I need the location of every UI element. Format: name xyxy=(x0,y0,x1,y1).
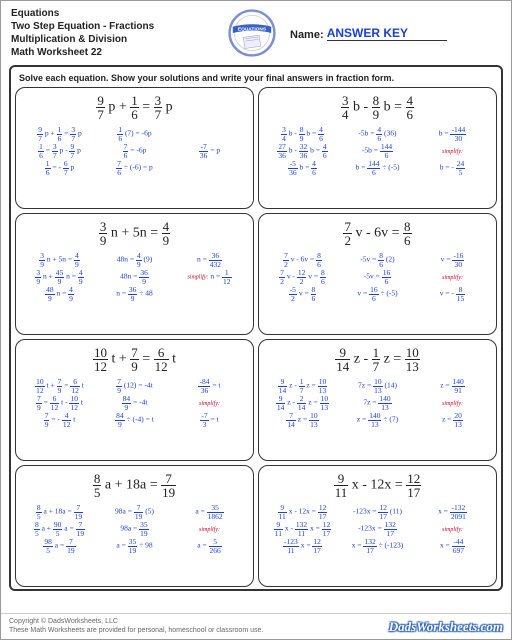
solution-work: 39 n + 5n = 4948n = 49 (9)n = 3643239 n … xyxy=(20,252,249,302)
name-field: Name: ANSWER KEY xyxy=(282,26,501,41)
problem-equation: 72 v - 6v = 86 xyxy=(263,218,492,252)
problem-equation: 914 z - 17 z = 1013 xyxy=(263,344,492,378)
header-titles: Equations Two Step Equation - Fractions … xyxy=(11,7,222,59)
worksheet-footer: Copyright © DadsWorksheets, LLC These Ma… xyxy=(1,613,511,639)
copyright-text: Copyright © DadsWorksheets, LLC These Ma… xyxy=(9,618,263,635)
problem-grid: 97 p + 16 = 37 p97 p + 16 = 37 p16 (7) =… xyxy=(15,87,497,587)
solution-work: 34 b - 89 b = 46-5b = 46 (36)b = -144302… xyxy=(263,126,492,176)
title-line4: Math Worksheet 22 xyxy=(11,46,222,59)
solution-work: 1012 t + 79 = 612 t79 (12) = -4t-8436 = … xyxy=(20,378,249,428)
problem-cell: 85 a + 18a = 71985 a + 18a = 71998a = 71… xyxy=(15,465,254,587)
problem-equation: 97 p + 16 = 37 p xyxy=(20,92,249,126)
problem-cell: 34 b - 89 b = 4634 b - 89 b = 46-5b = 46… xyxy=(258,87,497,209)
brand-text: DadsWorksheets.com xyxy=(389,619,503,635)
problem-cell: 97 p + 16 = 37 p97 p + 16 = 37 p16 (7) =… xyxy=(15,87,254,209)
problem-cell: 72 v - 6v = 8672 v - 6v = 86-5v = 86 (2)… xyxy=(258,213,497,335)
solution-work: 911 x - 12x = 1217-123x = 1217 (11)x = -… xyxy=(263,504,492,554)
solution-work: 914 z - 17 z = 10137z = 1013 (14)z = 140… xyxy=(263,378,492,428)
answer-key-text: ANSWER KEY xyxy=(327,26,408,40)
problem-equation: 34 b - 89 b = 46 xyxy=(263,92,492,126)
problem-cell: 1012 t + 79 = 612 t1012 t + 79 = 612 t79… xyxy=(15,339,254,461)
title-line2: Two Step Equation - Fractions xyxy=(11,20,222,33)
problem-equation: 1012 t + 79 = 612 t xyxy=(20,344,249,378)
problem-cell: 911 x - 12x = 1217911 x - 12x = 1217-123… xyxy=(258,465,497,587)
equations-logo: EQUATIONS xyxy=(228,9,276,57)
title-line3: Multiplication & Division xyxy=(11,33,222,46)
problem-equation: 911 x - 12x = 1217 xyxy=(263,470,492,504)
solution-work: 85 a + 18a = 71998a = 719 (5)a = 3518628… xyxy=(20,504,249,554)
title-line1: Equations xyxy=(11,7,222,20)
solution-work: 72 v - 6v = 86-5v = 86 (2)v = -163072 v … xyxy=(263,252,492,302)
name-label: Name: xyxy=(290,29,324,41)
problem-equation: 39 n + 5n = 49 xyxy=(20,218,249,252)
worksheet-container: Solve each equation. Show your solutions… xyxy=(9,65,503,591)
worksheet-header: Equations Two Step Equation - Fractions … xyxy=(1,1,511,63)
problem-cell: 39 n + 5n = 4939 n + 5n = 4948n = 49 (9)… xyxy=(15,213,254,335)
svg-text:EQUATIONS: EQUATIONS xyxy=(238,27,267,33)
problem-equation: 85 a + 18a = 719 xyxy=(20,470,249,504)
problem-cell: 914 z - 17 z = 1013914 z - 17 z = 10137z… xyxy=(258,339,497,461)
solution-work: 97 p + 16 = 37 p16 (7) = -6p16 = 37 p - … xyxy=(20,126,249,176)
instructions-text: Solve each equation. Show your solutions… xyxy=(15,73,497,87)
